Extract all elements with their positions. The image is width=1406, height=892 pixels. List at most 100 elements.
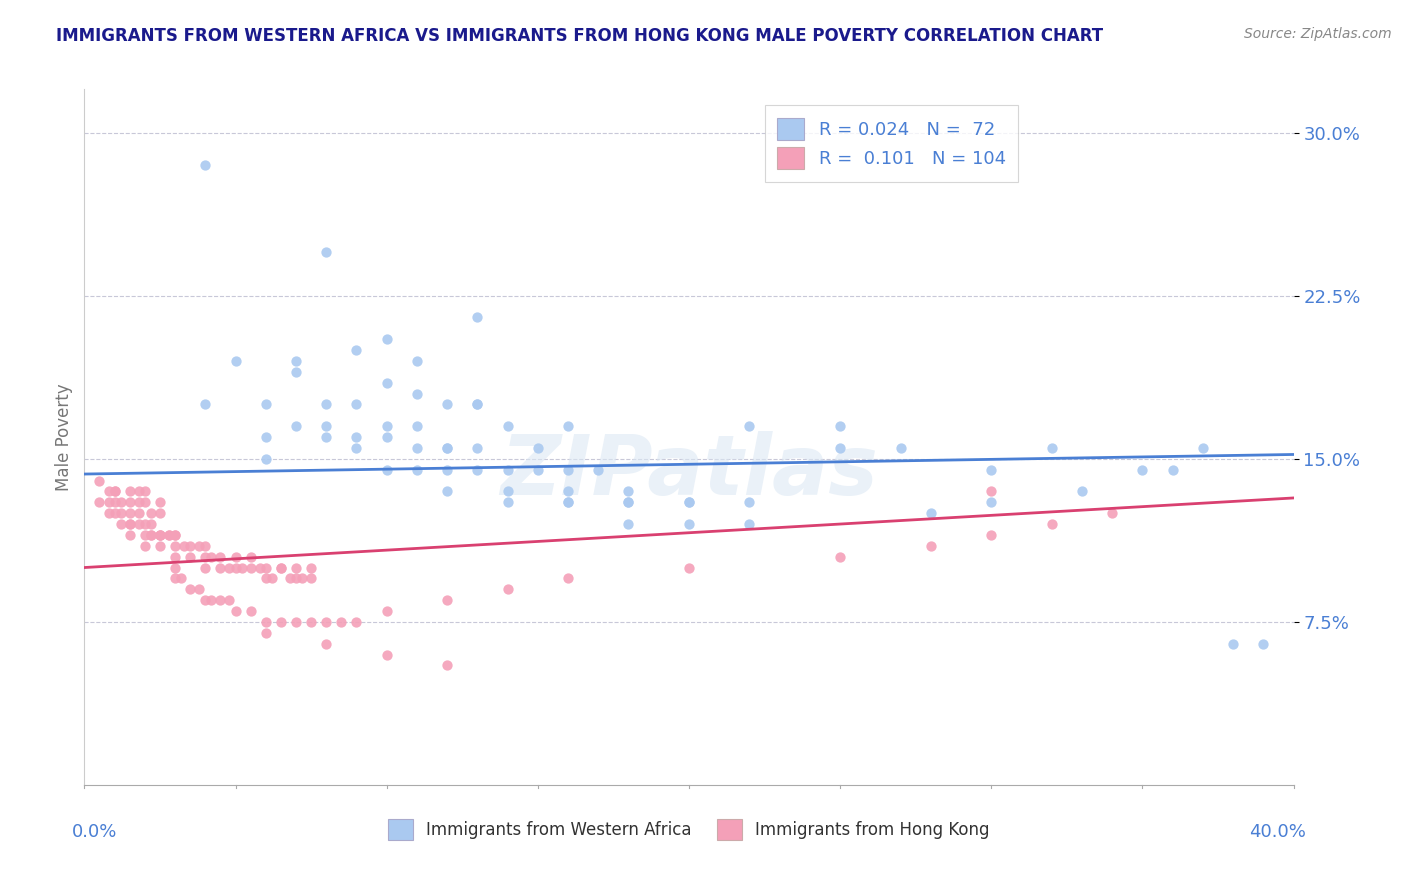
Point bbox=[285, 419, 308, 434]
Point bbox=[149, 495, 172, 509]
Point bbox=[194, 539, 217, 553]
Point bbox=[496, 463, 519, 477]
Point bbox=[830, 549, 852, 564]
Point bbox=[179, 582, 201, 597]
Point bbox=[617, 495, 640, 509]
Point bbox=[617, 516, 640, 531]
Point bbox=[1040, 441, 1063, 455]
Point bbox=[1071, 484, 1094, 499]
Point bbox=[496, 582, 519, 597]
Point bbox=[249, 560, 271, 574]
Point bbox=[165, 539, 187, 553]
Point bbox=[375, 430, 398, 444]
Point bbox=[346, 343, 368, 357]
Point bbox=[194, 397, 217, 411]
Point bbox=[557, 495, 579, 509]
Point bbox=[170, 571, 193, 585]
Point bbox=[97, 506, 120, 520]
Point bbox=[678, 516, 700, 531]
Point bbox=[436, 397, 458, 411]
Point bbox=[270, 560, 292, 574]
Point bbox=[738, 495, 761, 509]
Point bbox=[299, 571, 322, 585]
Point bbox=[285, 560, 308, 574]
Point bbox=[110, 516, 132, 531]
Point bbox=[188, 582, 211, 597]
Point bbox=[557, 495, 579, 509]
Point bbox=[104, 484, 127, 499]
Point bbox=[209, 593, 232, 607]
Point bbox=[291, 571, 314, 585]
Point bbox=[139, 528, 162, 542]
Point bbox=[299, 615, 322, 629]
Point bbox=[617, 495, 640, 509]
Point bbox=[97, 484, 120, 499]
Point bbox=[980, 495, 1002, 509]
Point bbox=[118, 516, 141, 531]
Point bbox=[315, 637, 337, 651]
Point bbox=[270, 560, 292, 574]
Point bbox=[110, 495, 132, 509]
Point bbox=[467, 310, 489, 325]
Point bbox=[406, 463, 429, 477]
Point bbox=[467, 397, 489, 411]
Point bbox=[738, 419, 761, 434]
Point bbox=[128, 495, 150, 509]
Point bbox=[467, 397, 489, 411]
Point bbox=[128, 516, 150, 531]
Point bbox=[738, 516, 761, 531]
Point bbox=[104, 495, 127, 509]
Legend: Immigrants from Western Africa, Immigrants from Hong Kong: Immigrants from Western Africa, Immigran… bbox=[381, 813, 997, 847]
Text: ZIPatlas: ZIPatlas bbox=[501, 432, 877, 512]
Point bbox=[239, 560, 262, 574]
Point bbox=[254, 625, 277, 640]
Point bbox=[436, 441, 458, 455]
Point bbox=[920, 506, 942, 520]
Point bbox=[254, 560, 277, 574]
Point bbox=[980, 528, 1002, 542]
Point bbox=[118, 516, 141, 531]
Point bbox=[200, 593, 222, 607]
Point bbox=[315, 419, 337, 434]
Point bbox=[225, 549, 247, 564]
Text: 0.0%: 0.0% bbox=[72, 823, 118, 841]
Point bbox=[467, 441, 489, 455]
Point bbox=[179, 539, 201, 553]
Point bbox=[134, 484, 156, 499]
Point bbox=[134, 516, 156, 531]
Point bbox=[134, 495, 156, 509]
Point bbox=[89, 474, 111, 488]
Point bbox=[436, 658, 458, 673]
Point bbox=[406, 386, 429, 401]
Point bbox=[285, 354, 308, 368]
Point bbox=[209, 549, 232, 564]
Y-axis label: Male Poverty: Male Poverty bbox=[55, 384, 73, 491]
Point bbox=[128, 484, 150, 499]
Point bbox=[1040, 516, 1063, 531]
Point bbox=[557, 571, 579, 585]
Point bbox=[1101, 506, 1123, 520]
Point bbox=[218, 560, 240, 574]
Point bbox=[346, 397, 368, 411]
Point bbox=[436, 463, 458, 477]
Point bbox=[128, 506, 150, 520]
Point bbox=[89, 495, 111, 509]
Point bbox=[315, 245, 337, 260]
Point bbox=[920, 539, 942, 553]
Point bbox=[315, 615, 337, 629]
Point bbox=[200, 549, 222, 564]
Point bbox=[254, 430, 277, 444]
Point bbox=[118, 484, 141, 499]
Point bbox=[254, 451, 277, 466]
Point bbox=[557, 419, 579, 434]
Point bbox=[436, 593, 458, 607]
Point bbox=[194, 158, 217, 172]
Point bbox=[260, 571, 283, 585]
Point bbox=[139, 506, 162, 520]
Point bbox=[209, 560, 232, 574]
Point bbox=[179, 549, 201, 564]
Point bbox=[557, 463, 579, 477]
Point bbox=[194, 560, 217, 574]
Point bbox=[149, 528, 172, 542]
Point bbox=[165, 560, 187, 574]
